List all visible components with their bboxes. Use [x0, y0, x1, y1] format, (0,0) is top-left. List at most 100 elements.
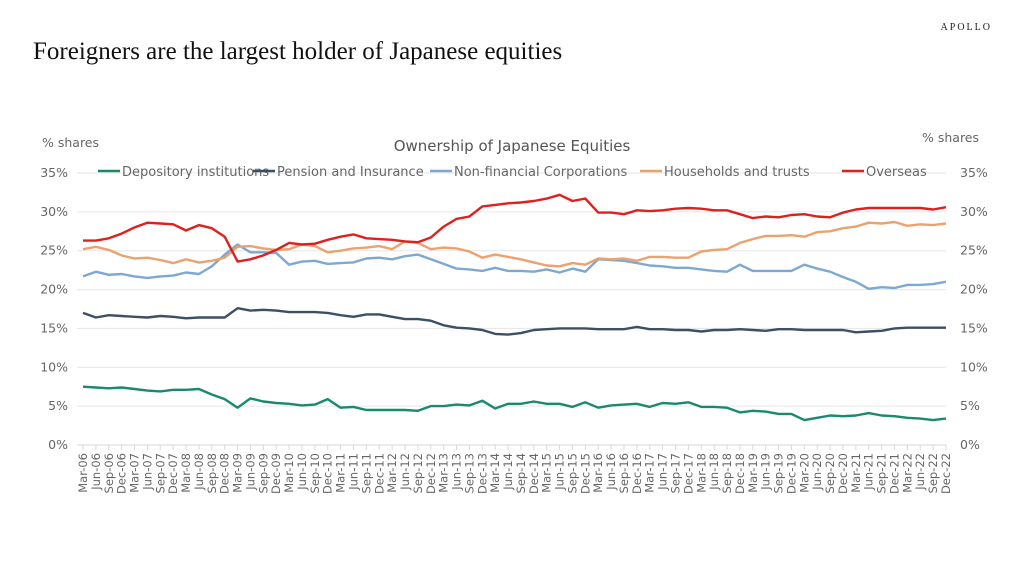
y-tick-label: 0%	[48, 437, 68, 452]
x-tick-label: Dec-08	[218, 453, 232, 494]
x-tick-label: Dec-19	[784, 453, 798, 494]
x-tick-label: Jun-10	[295, 453, 309, 491]
x-tick-label: Mar-10	[282, 453, 296, 493]
x-tick-label: Sep-06	[102, 453, 116, 493]
x-tick-label: Sep-16	[617, 453, 631, 493]
x-tick-label: Jun-18	[707, 453, 721, 491]
y-axis-left: 0% 5% 10% 15% 20% 25% 30% 35%	[40, 165, 68, 452]
x-tick-label: Mar-17	[643, 453, 657, 493]
x-tick-label: Mar-06	[76, 453, 90, 493]
x-tick-label: Mar-22	[900, 453, 914, 493]
x-tick-label: Sep-12	[411, 453, 425, 493]
y-tick-label-right: 35%	[960, 165, 988, 180]
x-tick-label: Sep-20	[823, 453, 837, 493]
x-tick-label: Jun-15	[553, 453, 567, 491]
x-tick-label: Dec-15	[578, 453, 592, 494]
y-tick-label-right: 15%	[960, 320, 988, 335]
x-tick-label: Dec-21	[887, 453, 901, 494]
x-tick-label: Mar-21	[849, 453, 863, 493]
x-tick-label: Sep-15	[565, 453, 579, 493]
series-line-non-financial-corporations	[82, 243, 947, 290]
x-tick-label: Sep-11	[359, 453, 373, 493]
x-tick-label: Mar-18	[694, 453, 708, 493]
series-line-depository-institutions	[82, 385, 947, 422]
x-tick-label: Dec-11	[372, 453, 386, 494]
legend-label: Non-financial Corporations	[454, 165, 628, 180]
chart-title: Ownership of Japanese Equities	[394, 137, 631, 155]
x-tick-label: Jun-22	[913, 453, 927, 491]
gridlines	[77, 172, 946, 407]
x-tick-label: Mar-15	[540, 453, 554, 493]
y-tick-label: 5%	[48, 398, 68, 413]
x-tick-label: Dec-16	[630, 453, 644, 494]
legend: Depository institutions Pension and Insur…	[98, 165, 927, 180]
x-tick-label: Sep-19	[772, 453, 786, 493]
x-tick-label: Mar-19	[746, 453, 760, 493]
x-tick-label: Jun-17	[656, 453, 670, 491]
x-axis: Mar-06Jun-06Sep-06Dec-06Mar-07Jun-07Sep-…	[76, 444, 953, 494]
y-tick-label-right: 5%	[960, 398, 980, 413]
x-tick-label: Jun-07	[140, 453, 154, 491]
legend-label: Households and trusts	[664, 165, 810, 180]
y-tick-label: 15%	[40, 320, 68, 335]
x-tick-label: Jun-19	[759, 453, 773, 491]
series-line-pension-and-insurance	[82, 307, 946, 336]
x-tick-label: Sep-21	[875, 453, 889, 493]
x-tick-label: Mar-07	[128, 453, 142, 493]
x-tick-label: Jun-16	[604, 453, 618, 491]
x-tick-label: Sep-07	[153, 453, 167, 493]
x-tick-label: Dec-18	[733, 453, 747, 494]
x-tick-label: Dec-07	[166, 453, 180, 494]
x-tick-label: Jun-12	[398, 453, 412, 491]
series-lines	[82, 193, 947, 422]
x-tick-label: Sep-22	[926, 453, 940, 493]
x-tick-label: Dec-10	[321, 453, 335, 494]
x-tick-label: Dec-22	[939, 453, 953, 494]
x-tick-label: Sep-17	[669, 453, 683, 493]
x-tick-label: Sep-09	[256, 453, 270, 493]
y-tick-label-right: 25%	[960, 243, 988, 258]
y-axis-right-label: % shares	[922, 130, 979, 145]
y-tick-label-right: 0%	[960, 437, 980, 452]
x-tick-label: Mar-12	[385, 453, 399, 493]
y-axis-left-label: % shares	[42, 135, 99, 150]
x-tick-label: Dec-12	[424, 453, 438, 494]
y-tick-label: 20%	[40, 282, 68, 297]
x-tick-label: Jun-08	[192, 453, 206, 491]
x-tick-label: Sep-10	[308, 453, 322, 493]
page-title: Foreigners are the largest holder of Jap…	[33, 38, 563, 65]
series-line-overseas	[83, 193, 947, 263]
x-tick-label: Sep-14	[514, 453, 528, 493]
x-tick-label: Mar-08	[179, 453, 193, 493]
y-tick-label-right: 30%	[960, 204, 988, 219]
x-tick-label: Mar-09	[231, 453, 245, 493]
x-tick-label: Mar-13	[437, 453, 451, 493]
x-tick-label: Jun-06	[89, 453, 103, 491]
x-tick-label: Jun-21	[862, 453, 876, 491]
y-tick-label-right: 10%	[960, 359, 988, 374]
apollo-logo: APOLLO	[940, 22, 992, 33]
y-tick-label: 30%	[40, 204, 68, 219]
series-line-households-and-trusts	[82, 220, 947, 268]
x-tick-label: Sep-18	[720, 453, 734, 493]
x-tick-label: Mar-14	[488, 453, 502, 493]
y-axis-right: 0% 5% 10% 15% 20% 25% 30% 35%	[960, 165, 988, 452]
x-tick-label: Dec-17	[681, 453, 695, 494]
y-tick-label: 25%	[40, 243, 68, 258]
legend-label: Pension and Insurance	[277, 165, 424, 180]
y-tick-label-right: 20%	[960, 282, 988, 297]
x-tick-label: Jun-20	[810, 453, 824, 491]
x-tick-label: Mar-11	[334, 453, 348, 493]
x-tick-label: Dec-09	[269, 453, 283, 494]
x-tick-label: Jun-13	[450, 453, 464, 491]
x-tick-label: Dec-13	[475, 453, 489, 494]
x-tick-label: Dec-20	[836, 453, 850, 494]
x-tick-label: Mar-16	[591, 453, 605, 493]
legend-label: Depository institutions	[122, 165, 269, 180]
legend-label: Overseas	[866, 165, 927, 180]
x-tick-label: Dec-14	[527, 453, 541, 494]
y-tick-label: 35%	[40, 165, 68, 180]
x-tick-label: Sep-13	[462, 453, 476, 493]
x-tick-label: Mar-20	[797, 453, 811, 493]
